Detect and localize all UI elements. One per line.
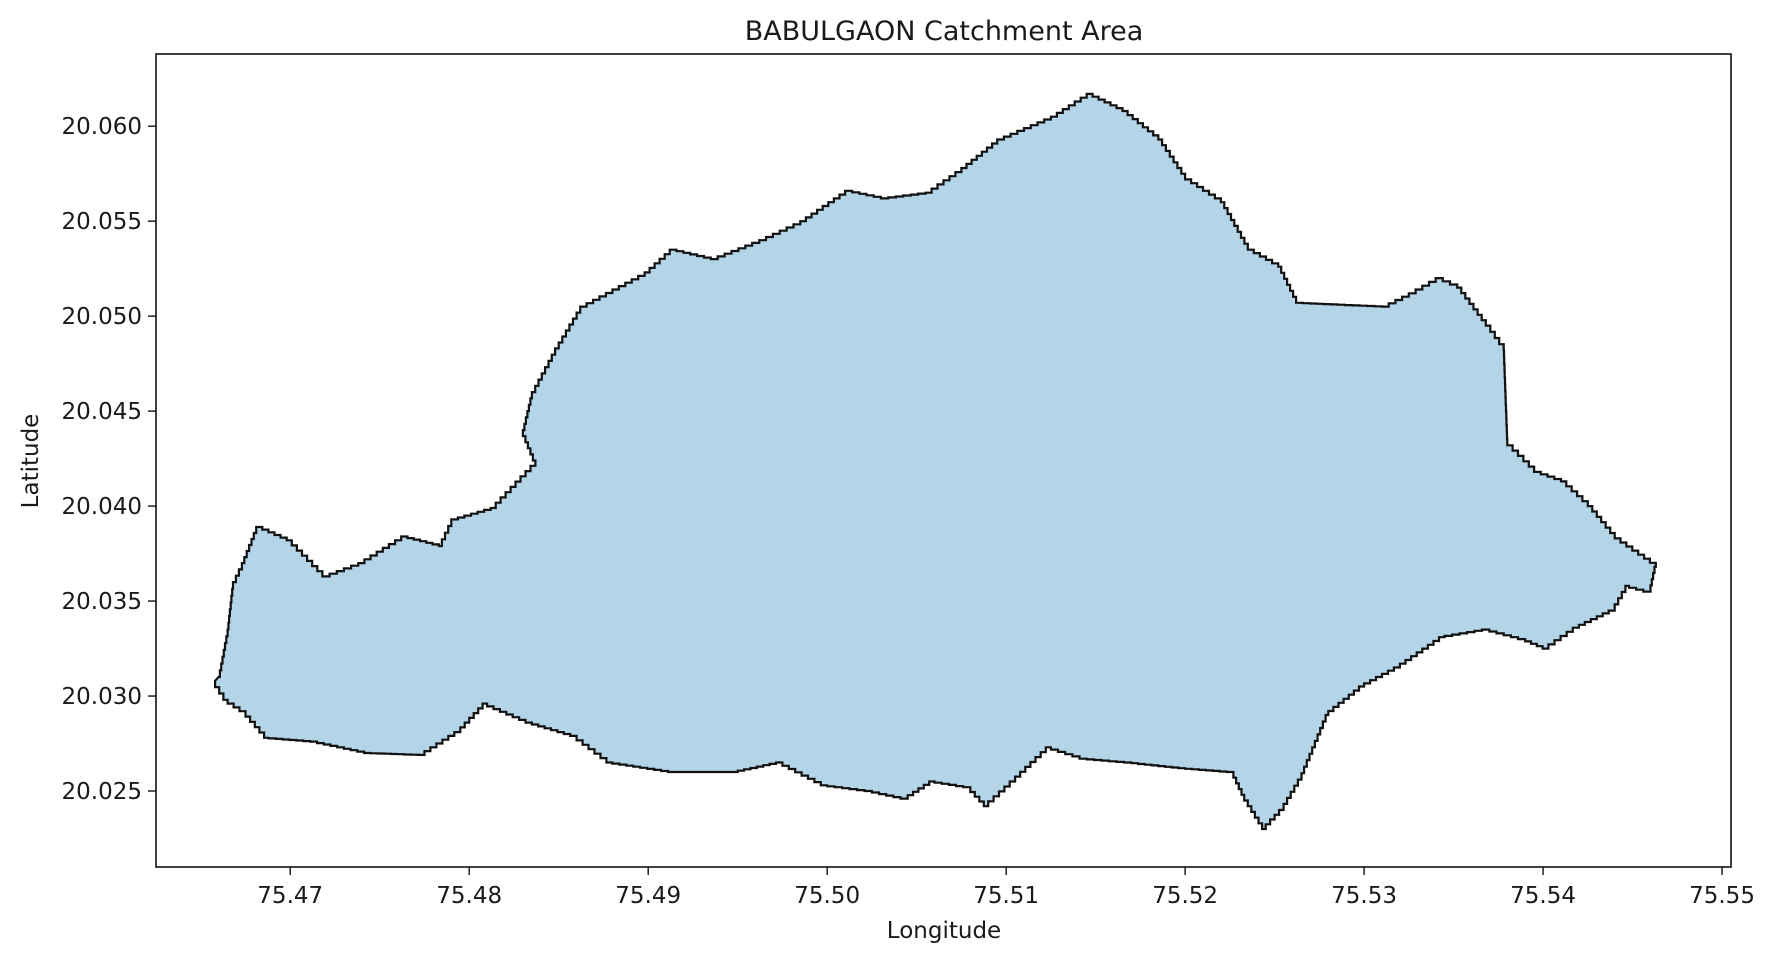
y-axis-ticks: 20.025 20.030 20.035 20.040 20.045 20.050 20.0… — [62, 114, 156, 805]
x-tick-label: 75.47 — [257, 883, 323, 909]
y-tick-label: 20.060 — [62, 114, 142, 140]
catchment-polygon — [214, 92, 1657, 831]
y-tick-label: 20.045 — [62, 399, 142, 425]
plot-border — [155, 53, 1732, 868]
x-tick-label: 75.55 — [1689, 883, 1755, 909]
y-tick-label: 20.050 — [62, 304, 142, 330]
y-tick-label: 20.030 — [62, 684, 142, 710]
x-tick-label: 75.54 — [1510, 883, 1576, 909]
chart-title: BABULGAON Catchment Area — [745, 16, 1144, 47]
x-tick-label: 75.52 — [1152, 883, 1218, 909]
x-tick-label: 75.50 — [794, 883, 860, 909]
x-tick-label: 75.49 — [615, 883, 681, 909]
y-tick-label: 20.025 — [62, 779, 142, 805]
y-tick-label: 20.035 — [62, 589, 142, 615]
x-tick-label: 75.48 — [436, 883, 502, 909]
y-tick-label: 20.055 — [62, 209, 142, 235]
x-tick-label: 75.51 — [973, 883, 1039, 909]
x-axis-label: Longitude — [887, 918, 1001, 944]
y-tick-label: 20.040 — [62, 494, 142, 520]
x-axis-ticks: 75.47 75.48 75.49 75.50 75.51 75.52 75.53 75.54… — [257, 867, 1755, 909]
x-tick-label: 75.53 — [1331, 883, 1397, 909]
y-axis-label: Latitude — [18, 414, 44, 509]
